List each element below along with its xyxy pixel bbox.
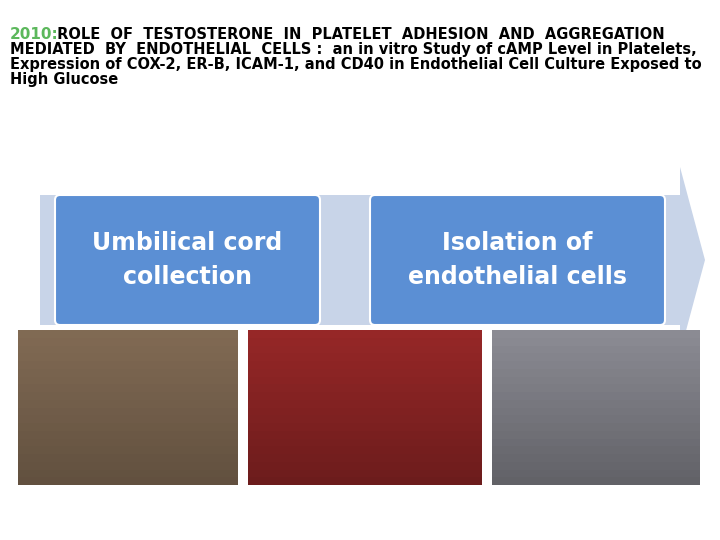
Bar	[248, 454, 482, 462]
Bar	[18, 446, 238, 454]
Bar	[18, 369, 238, 376]
Text: Umbilical cord
collection: Umbilical cord collection	[92, 231, 283, 289]
FancyBboxPatch shape	[492, 330, 700, 485]
Bar	[492, 376, 700, 384]
FancyBboxPatch shape	[370, 195, 665, 325]
Bar	[18, 438, 238, 446]
Bar	[18, 376, 238, 384]
Bar	[248, 408, 482, 415]
Text: Isolation of
endothelial cells: Isolation of endothelial cells	[408, 231, 627, 289]
Bar	[248, 384, 482, 392]
Bar	[492, 408, 700, 415]
Bar	[248, 353, 482, 361]
Bar	[492, 392, 700, 400]
Bar	[18, 330, 238, 338]
Bar	[492, 462, 700, 469]
Bar	[18, 400, 238, 408]
Polygon shape	[40, 167, 705, 353]
Bar	[18, 408, 238, 415]
Bar	[248, 477, 482, 485]
Bar	[18, 353, 238, 361]
FancyBboxPatch shape	[248, 330, 482, 485]
Bar	[492, 454, 700, 462]
Bar	[492, 400, 700, 408]
Bar	[18, 454, 238, 462]
Bar	[492, 446, 700, 454]
Bar	[492, 423, 700, 431]
Bar	[248, 330, 482, 338]
Bar	[492, 438, 700, 446]
Text: 2010:: 2010:	[10, 27, 59, 42]
Bar	[492, 346, 700, 353]
Bar	[248, 431, 482, 438]
Bar	[18, 423, 238, 431]
Text: Expression of COX-2, ER-B, ICAM-1, and CD40 in Endothelial Cell Culture Exposed : Expression of COX-2, ER-B, ICAM-1, and C…	[10, 57, 701, 72]
Bar	[492, 361, 700, 369]
Bar	[18, 361, 238, 369]
Bar	[18, 338, 238, 346]
Bar	[248, 462, 482, 469]
Bar	[248, 346, 482, 353]
Bar	[492, 369, 700, 376]
Bar	[18, 431, 238, 438]
Bar	[492, 384, 700, 392]
Bar	[248, 446, 482, 454]
Bar	[18, 415, 238, 423]
Bar	[18, 462, 238, 469]
Text: ROLE  OF  TESTOSTERONE  IN  PLATELET  ADHESION  AND  AGGREGATION: ROLE OF TESTOSTERONE IN PLATELET ADHESIO…	[52, 27, 665, 42]
Bar	[18, 477, 238, 485]
Bar	[492, 338, 700, 346]
Bar	[18, 469, 238, 477]
Bar	[248, 361, 482, 369]
Bar	[248, 423, 482, 431]
Bar	[492, 353, 700, 361]
Bar	[248, 415, 482, 423]
Bar	[248, 376, 482, 384]
Bar	[248, 438, 482, 446]
Bar	[248, 392, 482, 400]
Bar	[492, 431, 700, 438]
Bar	[492, 330, 700, 338]
Text: MEDIATED  BY  ENDOTHELIAL  CELLS :  an in vitro Study of cAMP Level in Platelets: MEDIATED BY ENDOTHELIAL CELLS : an in vi…	[10, 42, 697, 57]
Bar	[18, 392, 238, 400]
Bar	[248, 338, 482, 346]
Bar	[248, 469, 482, 477]
FancyBboxPatch shape	[18, 330, 238, 485]
Bar	[18, 346, 238, 353]
Bar	[492, 477, 700, 485]
Bar	[18, 384, 238, 392]
Bar	[492, 415, 700, 423]
Bar	[248, 400, 482, 408]
Bar	[248, 369, 482, 376]
Text: High Glucose: High Glucose	[10, 72, 118, 87]
FancyBboxPatch shape	[55, 195, 320, 325]
Bar	[492, 469, 700, 477]
